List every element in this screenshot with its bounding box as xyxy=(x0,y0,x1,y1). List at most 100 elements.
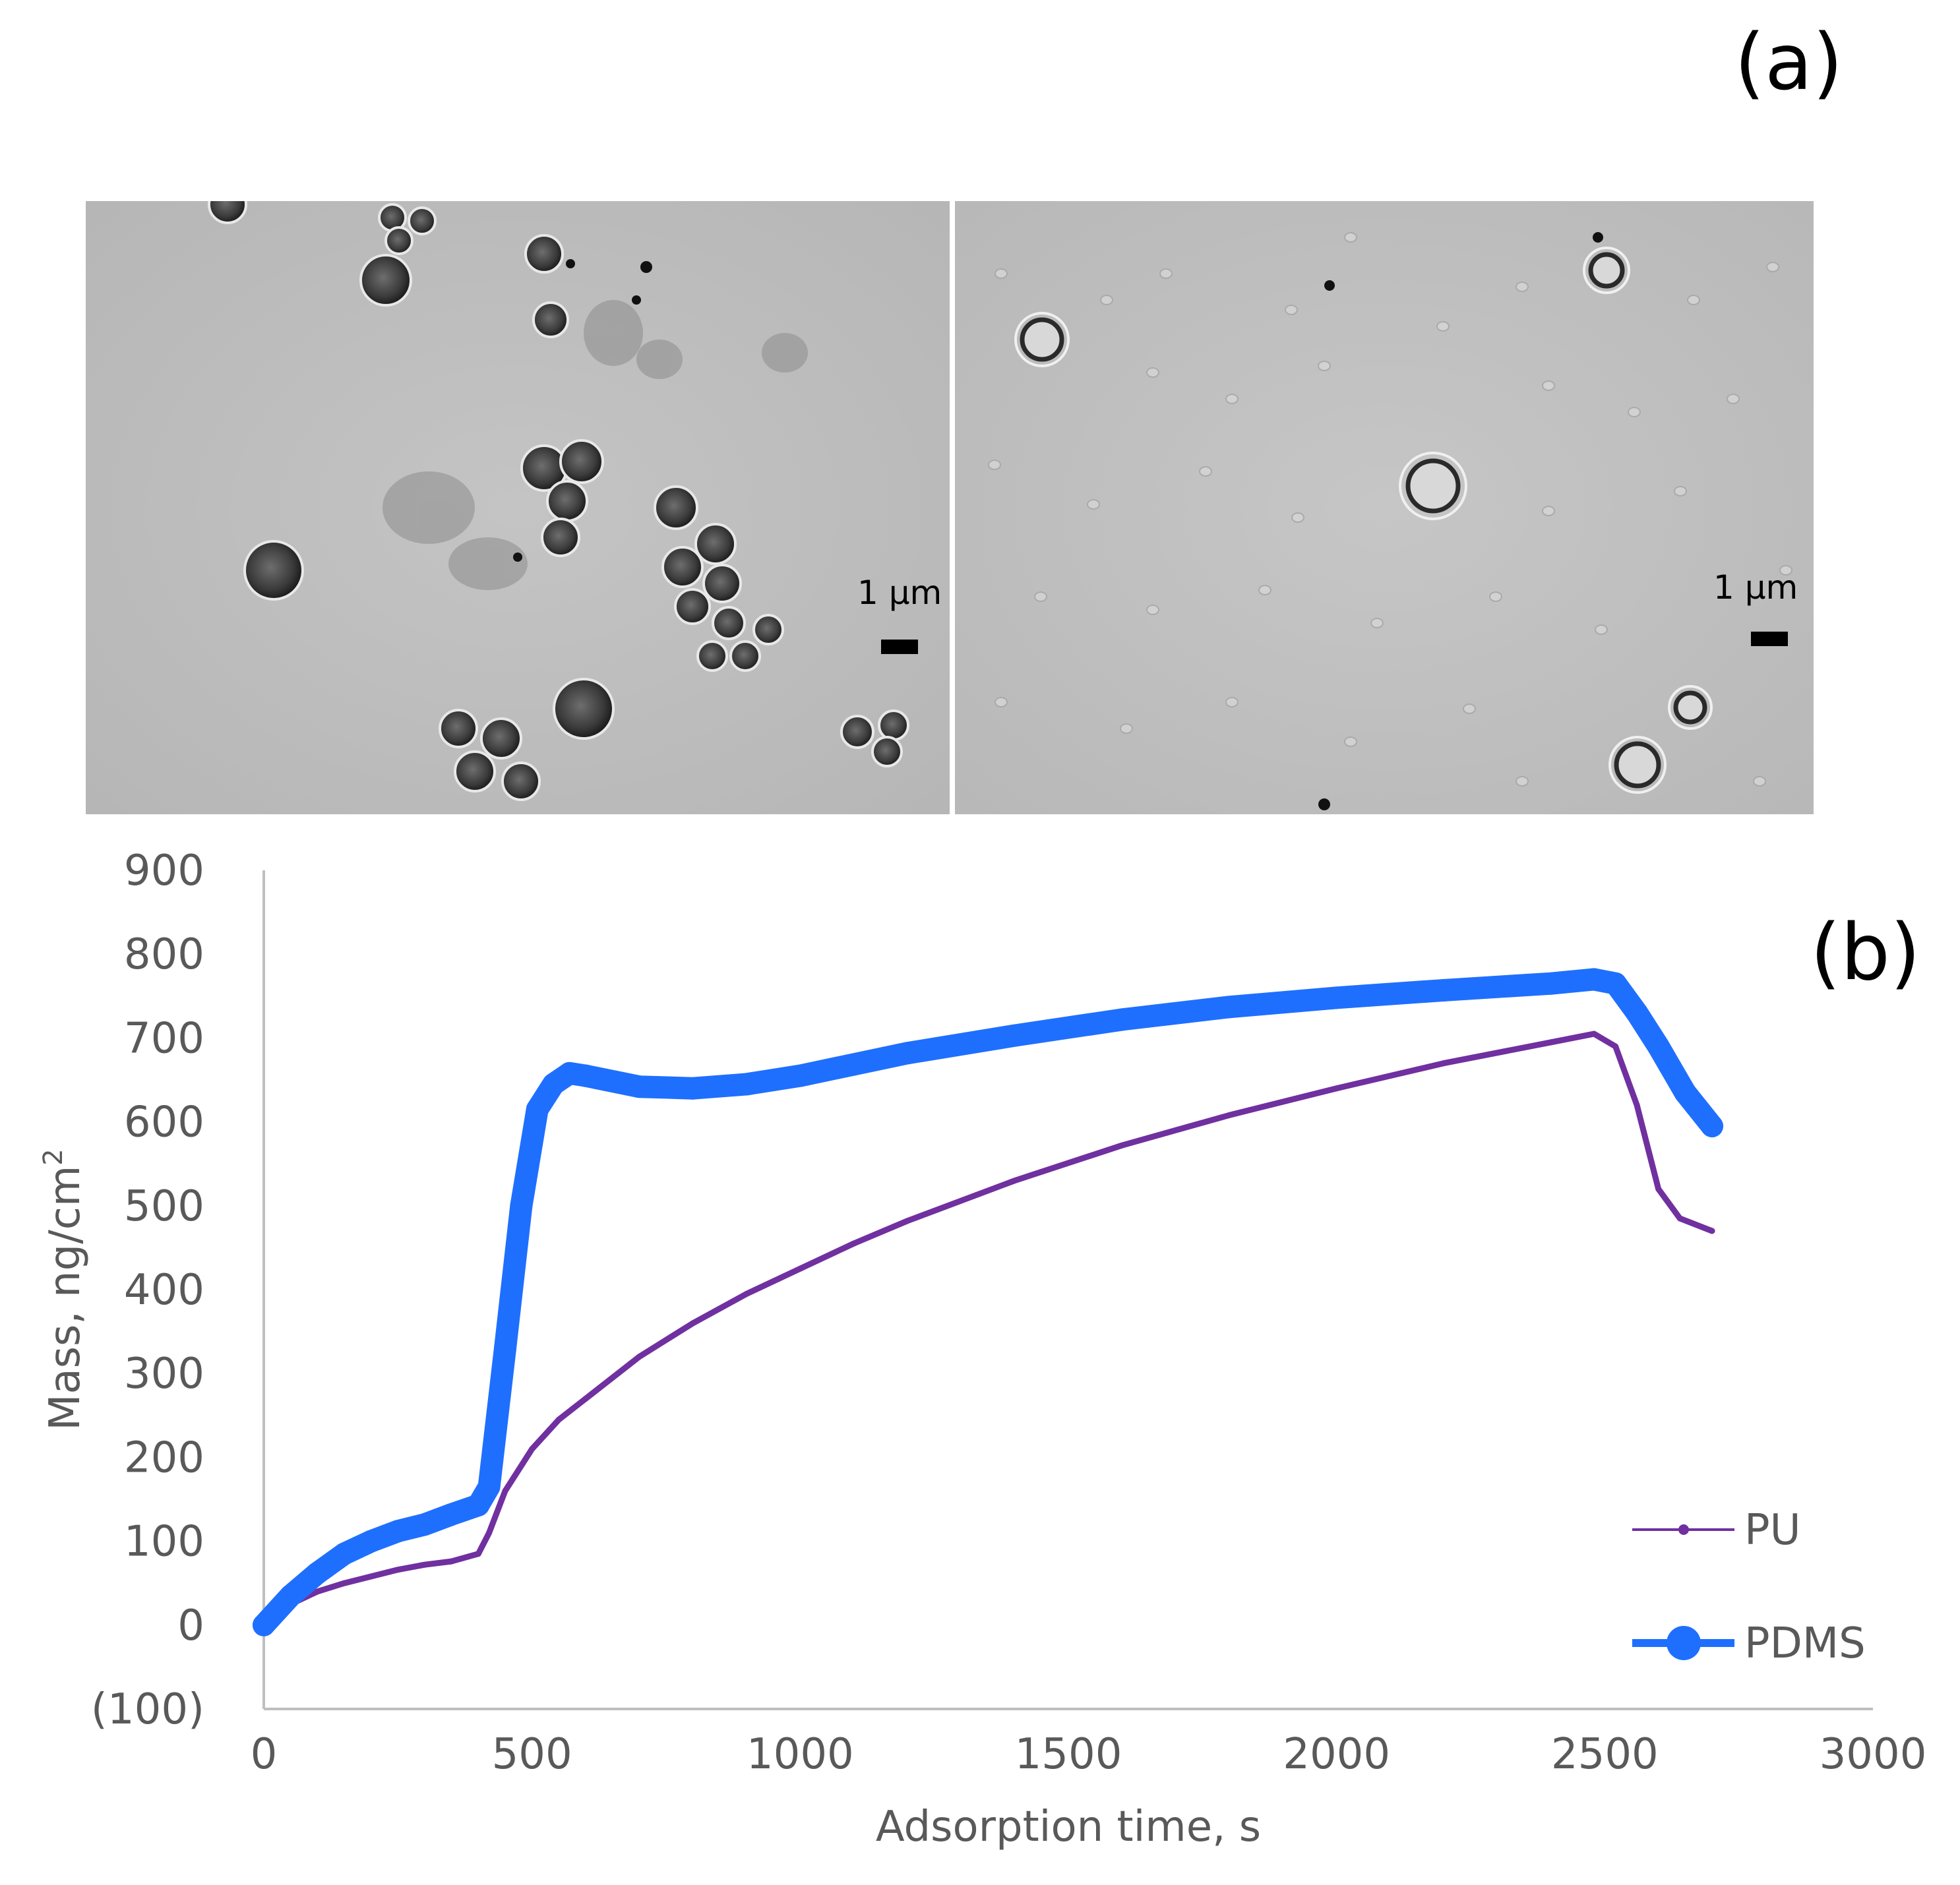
data-point-pu xyxy=(743,1290,750,1297)
y-tick-label: 500 xyxy=(124,1182,204,1231)
scale-bar-label-right: 1 μm xyxy=(1713,568,1798,607)
data-point-pdms xyxy=(1647,1035,1670,1058)
legend-marker xyxy=(1678,1524,1689,1535)
x-tick-label: 1500 xyxy=(1015,1730,1122,1779)
data-point-pu xyxy=(1118,1142,1125,1149)
series-line-pdms xyxy=(253,968,1723,1636)
data-point-pu xyxy=(1012,1178,1018,1184)
x-tick-label: 2000 xyxy=(1283,1730,1390,1779)
data-point-pdms xyxy=(1604,972,1627,995)
x-tick-label: 2500 xyxy=(1551,1730,1659,1779)
data-point-pu xyxy=(851,1240,857,1247)
micrograph-right xyxy=(955,201,1814,814)
data-point-pu xyxy=(1548,1039,1554,1046)
scale-bar-left xyxy=(881,640,918,654)
data-point-pdms xyxy=(1218,996,1240,1019)
data-point-pu xyxy=(1440,1060,1447,1067)
y-tick-label: 900 xyxy=(124,847,204,895)
y-tick-label: 200 xyxy=(124,1433,204,1482)
micrograph-left xyxy=(86,201,950,814)
x-tick-label: 1000 xyxy=(747,1730,854,1779)
data-point-pdms xyxy=(1674,1081,1697,1104)
data-point-pdms xyxy=(359,1530,383,1553)
data-point-pdms xyxy=(1540,972,1562,995)
y-tick-label: 300 xyxy=(124,1350,204,1398)
scale-bar-label-left: 1 μm xyxy=(857,574,942,612)
data-point-pu xyxy=(368,1573,375,1580)
data-point-pu xyxy=(529,1446,536,1452)
data-point-pu xyxy=(690,1320,696,1327)
x-tick-label: 0 xyxy=(251,1730,278,1779)
data-point-pu xyxy=(394,1567,401,1573)
legend-item-pdms: PDMS xyxy=(1632,1619,1866,1668)
y-tick-label: 600 xyxy=(124,1098,204,1147)
data-point-pdms xyxy=(574,1064,597,1087)
data-point-pu xyxy=(1709,1228,1715,1234)
data-point-pdms xyxy=(1111,1008,1134,1031)
data-point-pu xyxy=(341,1580,348,1586)
y-tick-label: (100) xyxy=(91,1685,204,1734)
data-point-pu xyxy=(1612,1043,1619,1050)
data-point-pdms xyxy=(1003,1024,1026,1047)
data-point-pdms xyxy=(279,1584,302,1607)
data-point-pu xyxy=(904,1218,911,1224)
scale-bar-right xyxy=(1751,632,1788,646)
data-point-pdms xyxy=(306,1561,329,1584)
microscopy-image-icon xyxy=(955,201,1814,814)
data-point-pu xyxy=(421,1561,428,1568)
data-point-pdms xyxy=(333,1542,355,1565)
data-point-pu xyxy=(1333,1085,1340,1092)
series-line-pu xyxy=(260,1031,1715,1629)
panel-label-a: (a) xyxy=(1734,16,1843,107)
data-point-pdms xyxy=(1583,968,1606,991)
y-tick-label: 400 xyxy=(124,1266,204,1315)
data-point-pu xyxy=(486,1530,493,1536)
data-point-pu xyxy=(797,1265,803,1272)
y-tick-label: 0 xyxy=(177,1601,204,1650)
data-point-pdms xyxy=(1325,986,1348,1009)
data-point-pdms xyxy=(440,1503,463,1526)
legend-marker xyxy=(1667,1626,1701,1660)
y-tick-label: 700 xyxy=(124,1014,204,1063)
x-tick-label: 3000 xyxy=(1820,1730,1927,1779)
data-point-pu xyxy=(1655,1185,1662,1192)
x-tick-label: 500 xyxy=(492,1730,572,1779)
data-point-pu xyxy=(582,1395,589,1402)
data-point-pdms xyxy=(494,1337,516,1360)
data-point-pdms xyxy=(681,1077,704,1100)
data-point-pu xyxy=(1634,1102,1640,1108)
data-point-pdms xyxy=(477,1475,501,1498)
data-point-pdms xyxy=(735,1073,758,1096)
data-point-pu xyxy=(448,1558,455,1565)
data-point-pdms xyxy=(526,1098,549,1121)
panel-label-b: (b) xyxy=(1810,907,1920,998)
x-axis-label: Adsorption time, s xyxy=(876,1803,1261,1851)
data-point-pu xyxy=(502,1487,508,1494)
data-point-pu xyxy=(1591,1031,1597,1037)
data-point-pdms xyxy=(628,1075,651,1098)
data-point-pdms xyxy=(253,1613,275,1636)
data-point-pdms xyxy=(510,1194,533,1217)
data-point-pu xyxy=(475,1551,481,1557)
data-point-pu xyxy=(1676,1215,1683,1222)
data-point-pdms xyxy=(896,1042,919,1065)
legend-item-pu: PU xyxy=(1632,1506,1800,1555)
data-point-pu xyxy=(314,1588,321,1595)
data-point-pu xyxy=(1226,1112,1233,1118)
data-point-pdms xyxy=(467,1493,490,1516)
data-point-pdms xyxy=(542,1073,565,1096)
legend-label: PU xyxy=(1744,1506,1800,1555)
legend-label: PDMS xyxy=(1744,1619,1866,1668)
microscopy-image-icon xyxy=(86,201,950,814)
y-tick-label: 100 xyxy=(124,1518,204,1567)
y-tick-label: 800 xyxy=(124,930,204,979)
data-point-pdms xyxy=(1626,1002,1649,1025)
data-point-pu xyxy=(555,1416,562,1423)
data-point-pdms xyxy=(386,1520,410,1543)
data-point-pdms xyxy=(413,1513,436,1536)
data-point-pdms xyxy=(1432,978,1455,1002)
data-point-pdms xyxy=(789,1064,812,1087)
y-axis-label: Mass, ng/cm2 xyxy=(38,1149,90,1431)
data-point-pdms xyxy=(1701,1114,1723,1137)
